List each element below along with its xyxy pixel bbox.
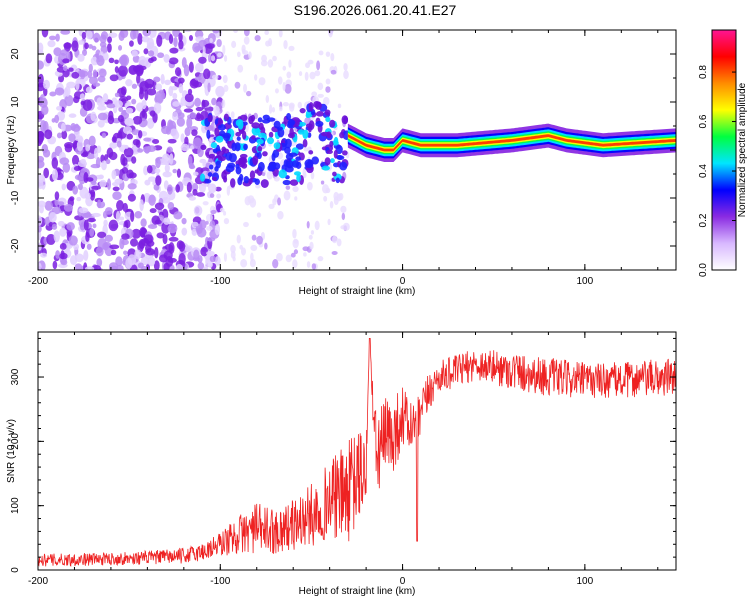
- colorbar-tick-label: 0.2: [698, 213, 709, 227]
- colorbar-tick-label: 0.6: [698, 114, 709, 128]
- y-tick-label: -10: [10, 190, 21, 205]
- x-tick-label: 100: [577, 576, 594, 587]
- x-axis-label: Height of straight line (km): [299, 586, 416, 597]
- snr-plot: [38, 338, 676, 567]
- y-tick-label: 100: [10, 497, 21, 514]
- x-axis-label: Height of straight line (km): [299, 286, 416, 297]
- snr-frame: [37, 331, 677, 571]
- colorbar-tick-label: 0.0: [698, 263, 709, 277]
- y-tick-label: 300: [10, 368, 21, 385]
- carrier-band-layer: [347, 132, 676, 153]
- x-tick-label: -100: [210, 576, 230, 587]
- snr-series-line: [38, 338, 676, 567]
- x-tick-label: -200: [28, 276, 48, 287]
- colorbar-label: Normalized spectral amplitude: [737, 82, 748, 217]
- spectrogram-heatmap: [38, 30, 676, 270]
- colorbar: [711, 29, 737, 271]
- x-tick-label: 0: [400, 276, 406, 287]
- y-axis-label: Frequency (Hz): [6, 116, 17, 185]
- x-tick-label: -100: [210, 276, 230, 287]
- carrier-band-layer: [347, 134, 676, 152]
- y-tick-label: 0: [10, 147, 21, 153]
- y-tick-label: -20: [10, 238, 21, 253]
- y-tick-label: 200: [10, 433, 21, 450]
- y-tick-label: 0: [10, 567, 21, 573]
- chart-title: S196.2026.061.20.41.E27: [293, 2, 457, 18]
- y-tick-label: 10: [10, 96, 21, 108]
- y-axis-label: SNR (10 * v/v): [6, 419, 17, 483]
- x-tick-label: -200: [28, 576, 48, 587]
- y-tick-label: 20: [10, 48, 21, 60]
- x-tick-label: 100: [577, 276, 594, 287]
- x-tick-label: 0: [400, 576, 406, 587]
- colorbar-tick-label: 0.8: [698, 65, 709, 79]
- colorbar-tick-label: 0.4: [698, 164, 709, 178]
